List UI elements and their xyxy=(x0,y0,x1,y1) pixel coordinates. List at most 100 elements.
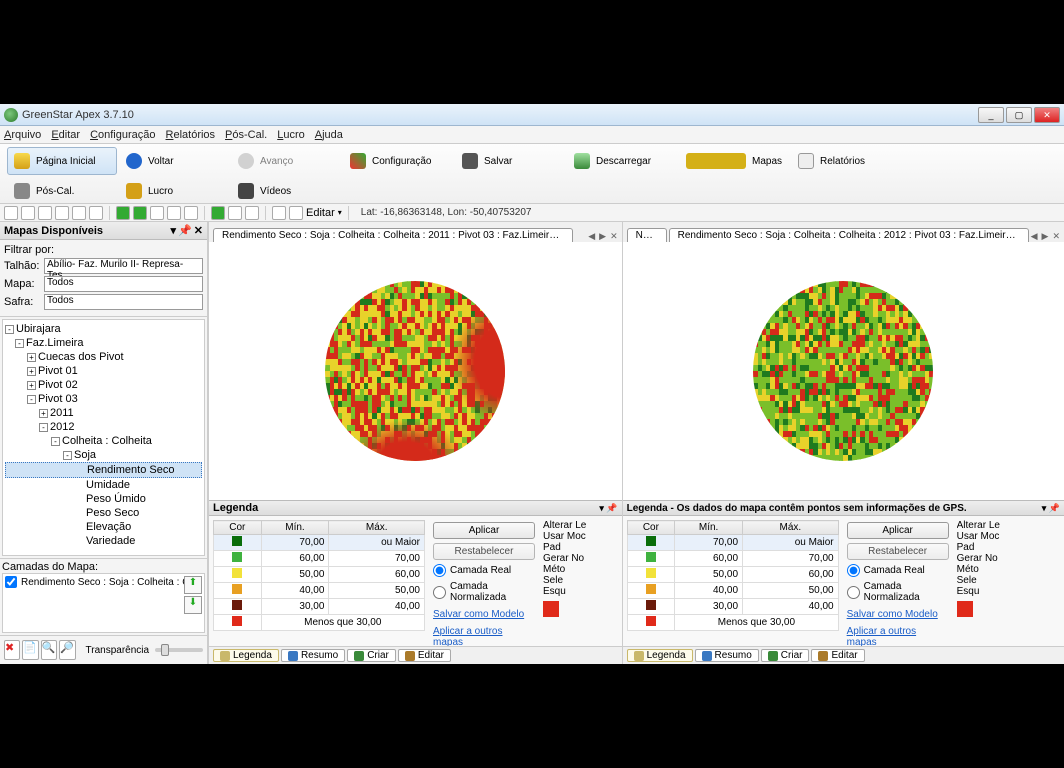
map-tab[interactable]: Rendimento Seco : Soja : Colheita : Colh… xyxy=(669,228,1029,242)
tree-node[interactable]: +Pivot 02 xyxy=(5,378,202,392)
tree-node[interactable]: -Ubirajara xyxy=(5,322,202,336)
tool-btn[interactable] xyxy=(211,206,225,220)
color-swatch xyxy=(957,601,973,617)
action-button[interactable]: 🔍 xyxy=(41,640,57,660)
reset-button[interactable]: Restabelecer xyxy=(433,543,535,560)
editor-menu[interactable]: Editar xyxy=(306,207,335,219)
bottom-tab-resumo[interactable]: Resumo xyxy=(695,649,759,662)
menu-item[interactable]: Configuração xyxy=(90,129,155,141)
tree-node[interactable]: -Faz.Limeira xyxy=(5,336,202,350)
tree-node[interactable]: Peso Úmido xyxy=(5,492,202,506)
norm-layer-radio[interactable] xyxy=(433,586,446,599)
menu-item[interactable]: Arquivo xyxy=(4,129,41,141)
toolbar-back-button[interactable]: Voltar xyxy=(119,147,229,175)
action-button[interactable]: 🔎 xyxy=(59,640,75,660)
tree-node[interactable]: -2012 xyxy=(5,420,202,434)
tree-node[interactable]: +2011 xyxy=(5,406,202,420)
menu-item[interactable]: Relatórios xyxy=(166,129,216,141)
pin-icon[interactable]: ▾ xyxy=(171,224,177,237)
norm-layer-radio[interactable] xyxy=(847,586,860,599)
tool-btn[interactable] xyxy=(272,206,286,220)
window-title: GreenStar Apex 3.7.10 xyxy=(22,109,976,121)
tool-btn[interactable] xyxy=(245,206,259,220)
menu-item[interactable]: Lucro xyxy=(277,129,305,141)
bottom-tab-editar[interactable]: Editar xyxy=(811,649,864,662)
tree-node[interactable]: Rendimento Seco xyxy=(5,462,202,478)
toolbar-pos-button[interactable]: Pós-Cal. xyxy=(7,177,117,205)
app-icon xyxy=(4,108,18,122)
tool-btn[interactable] xyxy=(38,206,52,220)
bottom-tab-editar[interactable]: Editar xyxy=(398,649,451,662)
toolbar-save-button[interactable]: Salvar xyxy=(455,147,565,175)
bottom-tab-criar[interactable]: Criar xyxy=(761,649,810,662)
tool-btn[interactable] xyxy=(228,206,242,220)
maximize-button[interactable]: ▢ xyxy=(1006,107,1032,123)
apply-others-link[interactable]: Aplicar a outros mapas xyxy=(847,626,949,648)
talhao-select[interactable]: Abílio- Faz. Murilo II- Represa- Tes xyxy=(44,258,203,274)
yield-map-2012[interactable] xyxy=(753,281,933,461)
real-layer-radio[interactable] xyxy=(433,564,446,577)
tool-btn[interactable] xyxy=(21,206,35,220)
tool-btn[interactable] xyxy=(184,206,198,220)
tool-btn[interactable] xyxy=(167,206,181,220)
layer-up-button[interactable]: ⬆ xyxy=(184,576,202,594)
tree-node[interactable]: +Cuecas dos Pivot xyxy=(5,350,202,364)
tree-node[interactable]: -Colheita : Colheita xyxy=(5,434,202,448)
tree-node[interactable]: Peso Seco xyxy=(5,506,202,520)
bottom-tab-criar[interactable]: Criar xyxy=(347,649,396,662)
bottom-tab-legenda[interactable]: Legenda xyxy=(627,649,693,662)
close-icon[interactable]: ✕ xyxy=(194,224,203,237)
apply-others-link[interactable]: Aplicar a outros mapas xyxy=(433,626,535,648)
toolbar-cfg-button[interactable]: Configuração xyxy=(343,147,453,175)
minimize-button[interactable]: _ xyxy=(978,107,1004,123)
layer-row[interactable]: Rendimento Seco : Soja : Colheita : Colh… xyxy=(5,576,202,588)
save-model-link[interactable]: Salvar como Modelo xyxy=(433,609,535,620)
menu-item[interactable]: Pós-Cal. xyxy=(225,129,267,141)
tree-node[interactable]: +Pivot 01 xyxy=(5,364,202,378)
transparency-slider[interactable] xyxy=(155,648,203,652)
tree-node[interactable]: -Pivot 03 xyxy=(5,392,202,406)
menu-item[interactable]: Editar xyxy=(51,129,80,141)
field-tree[interactable]: -Ubirajara-Faz.Limeira+Cuecas dos Pivot+… xyxy=(2,319,205,556)
tree-node[interactable]: -Soja xyxy=(5,448,202,462)
real-layer-radio[interactable] xyxy=(847,564,860,577)
apply-button[interactable]: Aplicar xyxy=(847,522,949,539)
toolbar-home-button[interactable]: Página Inicial xyxy=(7,147,117,175)
yield-map-2011[interactable] xyxy=(325,281,505,461)
tree-node[interactable]: Umidade xyxy=(5,478,202,492)
toolbar-vid-button[interactable]: Vídeos xyxy=(231,177,341,205)
tool-btn[interactable] xyxy=(150,206,164,220)
toolbar-maps-button[interactable]: Mapas xyxy=(679,147,789,175)
tree-node[interactable]: Variedade xyxy=(5,534,202,548)
legend-table[interactable]: CorMín.Máx.70,00ou Maior60,0070,0050,006… xyxy=(213,520,425,631)
map-tab[interactable]: Rendimento Seco : Soja : Colheita : Colh… xyxy=(213,228,573,242)
toolbar-lucro-button[interactable]: Lucro xyxy=(119,177,229,205)
apply-button[interactable]: Aplicar xyxy=(433,522,535,539)
legend-table[interactable]: CorMín.Máx.70,00ou Maior60,0070,0050,006… xyxy=(627,520,839,631)
tool-btn[interactable] xyxy=(89,206,103,220)
tool-btn[interactable] xyxy=(55,206,69,220)
close-button[interactable]: ✕ xyxy=(1034,107,1060,123)
reset-button[interactable]: Restabelecer xyxy=(847,543,949,560)
tool-btn[interactable] xyxy=(289,206,303,220)
tool-btn[interactable] xyxy=(72,206,86,220)
bottom-tab-resumo[interactable]: Resumo xyxy=(281,649,345,662)
pin-icon[interactable]: 📌 xyxy=(178,224,192,237)
action-button[interactable]: ✖ xyxy=(4,640,20,660)
map-tab-new[interactable]: Novo xyxy=(627,228,667,242)
toolbar-dl-button[interactable]: Descarregar xyxy=(567,147,677,175)
safra-select[interactable]: Todos xyxy=(44,294,203,310)
save-model-link[interactable]: Salvar como Modelo xyxy=(847,609,949,620)
toolbar-fwd-button[interactable]: Avanço xyxy=(231,147,341,175)
mapa-select[interactable]: Todos xyxy=(44,276,203,292)
menu-item[interactable]: Ajuda xyxy=(315,129,343,141)
bottom-tab-legenda[interactable]: Legenda xyxy=(213,649,279,662)
tree-node[interactable]: Elevação xyxy=(5,520,202,534)
layer-down-button[interactable]: ⬇ xyxy=(184,596,202,614)
action-button[interactable]: 📄 xyxy=(22,640,38,660)
tool-btn[interactable] xyxy=(116,206,130,220)
toolbar-rep-button[interactable]: Relatórios xyxy=(791,147,901,175)
tool-btn[interactable] xyxy=(4,206,18,220)
layer-checkbox[interactable] xyxy=(5,576,17,588)
tool-btn[interactable] xyxy=(133,206,147,220)
